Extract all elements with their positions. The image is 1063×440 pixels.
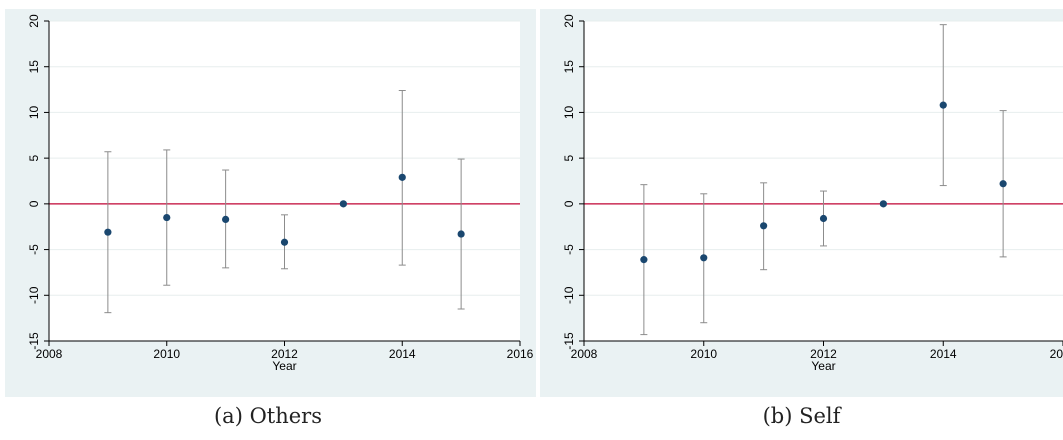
data-point bbox=[819, 214, 828, 223]
plot-area bbox=[584, 21, 1063, 341]
y-tick-label: 5 bbox=[562, 154, 576, 161]
x-tick-label: 2014 bbox=[930, 347, 957, 361]
y-tick-label: -5 bbox=[562, 244, 576, 255]
data-point bbox=[104, 228, 112, 236]
plot-area bbox=[49, 21, 520, 341]
chart-panel-2: -15 -10 -5 0 5 10 15 20 2008 2010 2012 2014 2016 Year bbox=[540, 9, 1063, 397]
x-tick-label: 2016 bbox=[1050, 347, 1063, 361]
data-point bbox=[999, 180, 1007, 188]
x-tick-label: 2014 bbox=[389, 347, 416, 361]
x-tick-label: 2008 bbox=[36, 347, 63, 361]
x-tick-label: 2010 bbox=[153, 347, 180, 361]
data-point bbox=[163, 213, 171, 222]
data-point bbox=[640, 256, 648, 264]
y-tick-label: 5 bbox=[27, 154, 41, 161]
x-tick-label: 2010 bbox=[690, 347, 717, 361]
x-tick-label: 2012 bbox=[810, 347, 837, 361]
data-point bbox=[222, 215, 230, 223]
data-point bbox=[280, 238, 289, 246]
y-tick-label: 10 bbox=[562, 105, 576, 119]
x-tick-label: 2008 bbox=[571, 347, 598, 361]
data-point bbox=[339, 200, 347, 208]
data-point bbox=[879, 200, 887, 208]
y-tick-label: 0 bbox=[562, 200, 576, 207]
data-point bbox=[457, 230, 465, 238]
data-point bbox=[939, 101, 947, 109]
y-tick-label: -10 bbox=[562, 286, 576, 304]
y-tick-label: -15 bbox=[562, 332, 576, 350]
y-tick-label: 10 bbox=[27, 105, 41, 119]
y-tick-label: -10 bbox=[27, 286, 41, 304]
chart-panel-1: -15 -10 -5 0 5 10 15 20 2008 2010 2012 2014 2016 Year bbox=[5, 9, 536, 397]
y-tick-label: -5 bbox=[27, 244, 41, 255]
x-axis-title: Year bbox=[811, 359, 835, 373]
y-tick-label: -15 bbox=[27, 332, 41, 350]
x-tick-label: 2016 bbox=[507, 347, 534, 361]
x-tick-label: 2012 bbox=[271, 347, 298, 361]
y-tick-label: 15 bbox=[562, 60, 576, 74]
data-point bbox=[700, 254, 708, 262]
x-axis-title: Year bbox=[272, 359, 296, 373]
y-tick-label: 15 bbox=[27, 60, 41, 74]
caption-self: (b) Self bbox=[762, 404, 841, 428]
y-tick-label: 20 bbox=[27, 14, 41, 28]
y-tick-label: 0 bbox=[27, 200, 41, 207]
caption-others: (a) Others bbox=[213, 404, 322, 428]
y-tick-label: 20 bbox=[562, 14, 576, 28]
data-point bbox=[760, 222, 768, 230]
data-point bbox=[398, 173, 406, 181]
